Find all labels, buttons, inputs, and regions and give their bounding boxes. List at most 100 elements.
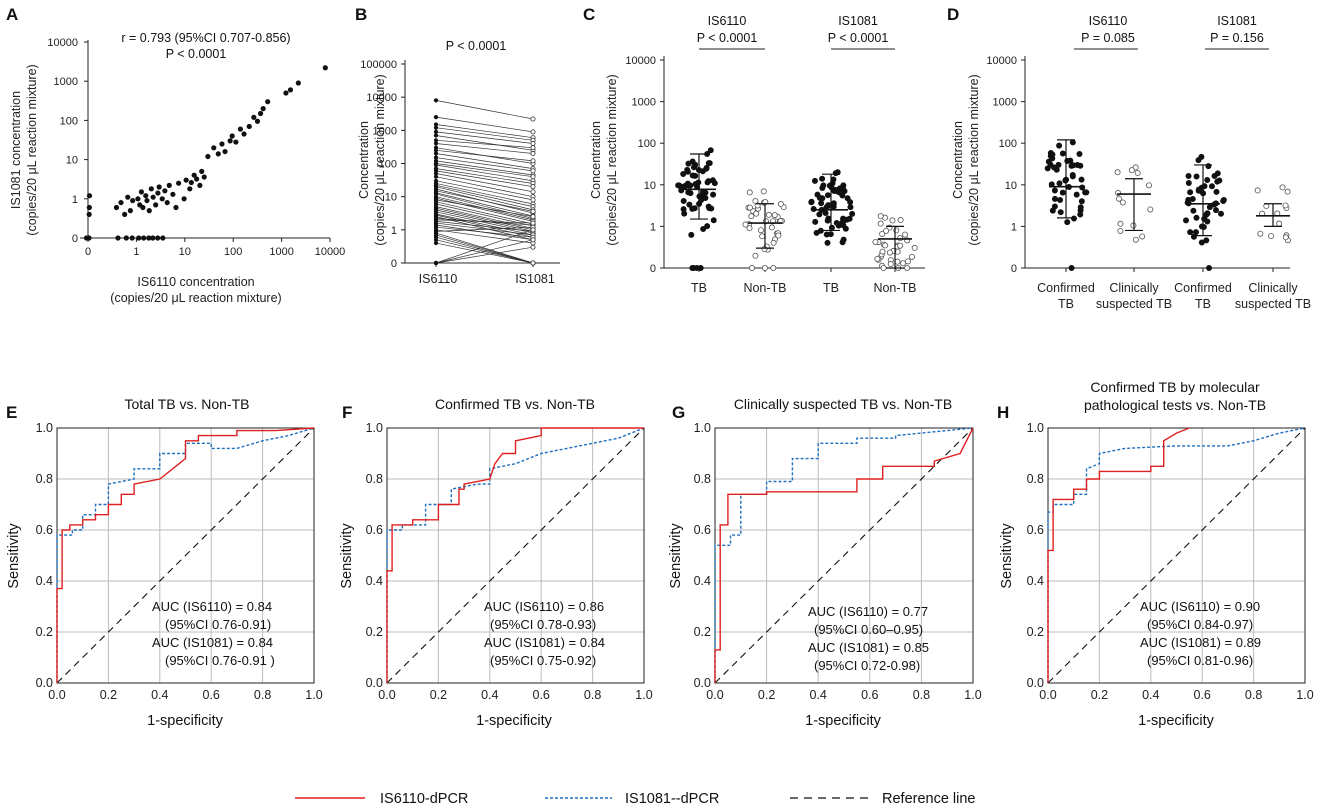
panel-c-point: [847, 199, 854, 206]
panel-d-point: [1051, 187, 1058, 194]
panel-c-point: [820, 182, 827, 189]
panel-b-pair-line: [435, 234, 534, 264]
panel-b-pair-line: [435, 183, 534, 205]
panel-d-point: [1254, 187, 1261, 194]
panel-d-point: [1132, 236, 1139, 243]
panel-b-pair-line: [435, 168, 534, 184]
panel-e-title: Total TB vs. Non-TB: [124, 396, 249, 412]
panel-b-is6110-point: [433, 133, 439, 138]
panel-d-y-tick-label: 10000: [986, 55, 1017, 67]
panel-c-point: [699, 188, 706, 195]
panel-a-point: [283, 90, 289, 96]
panel-d-point: [1276, 220, 1283, 227]
panel-d-point: [1185, 196, 1192, 203]
panel-b-pair-line: [435, 192, 534, 217]
panel-c-point: [689, 172, 696, 179]
panel-c-point: [810, 205, 817, 212]
panel-a-x-tick-label: 100: [224, 246, 242, 258]
panel-c-point: [747, 204, 754, 211]
panel-c-p-value-1: P < 0.0001: [697, 31, 758, 45]
panel-a-point: [194, 176, 200, 182]
panel-c-point: [680, 171, 687, 178]
panel-a-point: [191, 172, 197, 178]
panel-a-point: [233, 139, 239, 145]
panel-d-point: [1078, 198, 1085, 205]
panel-b-is1081-point: [530, 184, 536, 190]
panel-e-x-title: 1-specificity: [147, 713, 223, 729]
panel-c-point: [680, 197, 687, 204]
panel-h-x-title: 1-specificity: [1138, 713, 1214, 729]
panel-f-auc-2-ci: (95%CI 0.75-0.92): [490, 653, 596, 668]
panel-b-pair-line: [435, 246, 534, 264]
panel-g-auc-1: AUC (IS6110) = 0.77: [808, 604, 928, 619]
panel-e-y-tick-label: 0.6: [36, 523, 53, 537]
panel-c-point: [808, 199, 815, 206]
panel-g-x-tick-label: 0.6: [861, 688, 878, 702]
panel-d-point: [1279, 184, 1286, 191]
panel-d-point: [1185, 172, 1192, 179]
panel-label-d: D: [947, 5, 959, 24]
panel-c-y-tick-label: 100: [638, 138, 656, 150]
panel-c-point: [748, 213, 755, 220]
panel-a-point: [265, 99, 271, 105]
panel-c-point: [836, 189, 843, 196]
panel-c-point: [770, 239, 777, 246]
panel-c-point: [760, 188, 767, 195]
panel-a-correlation: r = 0.793 (95%CI 0.707-0.856): [121, 31, 290, 45]
panel-d-point: [1069, 172, 1076, 179]
panel-a-point: [183, 177, 189, 183]
panel-b-pair-line: [435, 173, 534, 193]
panel-f-reference-line: [386, 427, 645, 684]
panel-f-auc-2: AUC (IS1081) = 0.84: [484, 635, 605, 650]
panel-b-pair-line: [435, 207, 534, 231]
panel-c-y-tick-label: 10000: [625, 55, 656, 67]
panel-a-point: [215, 151, 221, 157]
panel-c-point: [911, 244, 918, 251]
panel-d-y-title: Concentration: [951, 121, 965, 199]
panel-a-point: [229, 133, 235, 139]
panel-e-y-tick-label: 0.8: [36, 472, 53, 486]
panel-a-x-tick-label: 1000: [269, 246, 293, 258]
panel-a-point: [150, 194, 156, 200]
panel-a-point: [146, 235, 152, 241]
panel-a-point: [115, 235, 121, 241]
panel-b-y-tick-label: 10000: [366, 92, 397, 104]
panel-d-category-label: TB: [1195, 297, 1211, 311]
panel-d-point: [1051, 164, 1058, 171]
panel-b-pair-line: [435, 163, 534, 178]
panel-b-is1081-point: [530, 214, 536, 220]
panel-a-x-tick-label: 1: [133, 246, 139, 258]
panel-a-point: [86, 204, 92, 211]
panel-f-x-tick-label: 0.4: [481, 688, 498, 702]
panel-a-point: [166, 182, 172, 188]
panel-b-is6110-point: [433, 151, 439, 156]
panel-c-point: [706, 160, 713, 167]
panel-d-category-label: Clinically: [1109, 281, 1159, 295]
panel-a-point: [173, 204, 179, 211]
panel-c-point: [777, 201, 784, 208]
panel-a-point: [156, 184, 162, 190]
panel-label-e: E: [6, 403, 17, 422]
panel-c-point: [825, 215, 832, 222]
panel-c-point: [811, 177, 818, 184]
panel-f-x-title: 1-specificity: [476, 713, 552, 729]
legend-reference-label: Reference line: [882, 791, 976, 807]
panel-a-y-subtitle: (copies/20 μL reaction mixture): [25, 64, 39, 235]
panel-d-point: [1062, 177, 1069, 184]
panel-c-point: [879, 248, 886, 255]
panel-d-point: [1078, 176, 1085, 183]
panel-c-point: [692, 161, 699, 168]
panel-label-h: H: [997, 403, 1009, 422]
panel-a-y-tick-label: 10: [66, 155, 78, 167]
panel-b-is1081-point: [530, 151, 536, 157]
panel-b-category-label: IS6110: [419, 272, 458, 286]
panel-b-is1081-point: [530, 208, 536, 214]
panel-b-is1081-point: [530, 197, 536, 203]
panel-a-point: [254, 118, 261, 124]
panel-d-point: [1116, 195, 1123, 202]
panel-label-a: A: [6, 5, 18, 24]
panel-f-y-tick-label: 0.8: [366, 472, 383, 486]
panel-d-point: [1073, 191, 1080, 198]
panel-c-point: [706, 205, 713, 212]
panel-f-y-title: Sensitivity: [339, 523, 355, 589]
